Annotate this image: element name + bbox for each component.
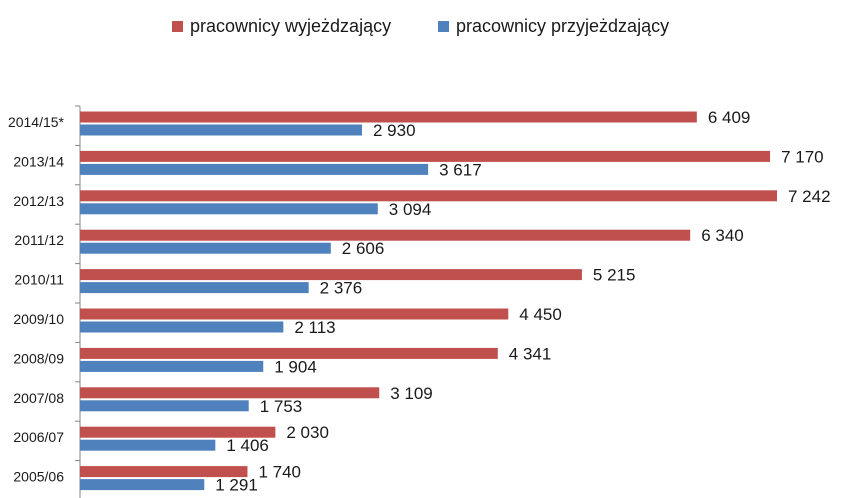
bar-outgoing	[80, 269, 582, 281]
data-label-outgoing: 6 409	[708, 108, 751, 127]
data-label-outgoing: 4 341	[509, 344, 552, 363]
y-tick-label: 2010/11	[14, 272, 64, 288]
data-label-outgoing: 7 242	[788, 187, 831, 206]
legend-swatch-outgoing	[172, 21, 183, 32]
legend-item-incoming: pracownicy przyjeżdzający	[438, 16, 669, 37]
bar-incoming	[80, 360, 264, 372]
bar-incoming	[80, 400, 249, 412]
data-label-incoming: 1 753	[260, 397, 303, 416]
y-tick-label: 2007/08	[13, 390, 64, 406]
y-tick-label: 2012/13	[13, 193, 64, 209]
legend-label-incoming: pracownicy przyjeżdzający	[456, 16, 670, 36]
bar-outgoing	[80, 426, 276, 438]
data-label-outgoing: 5 215	[593, 266, 636, 285]
data-label-incoming: 3 617	[439, 160, 482, 179]
y-tick-label: 2013/14	[13, 153, 64, 169]
data-label-incoming: 1 904	[274, 357, 317, 376]
y-tick-label: 2008/09	[13, 350, 64, 366]
data-label-incoming: 1 406	[226, 436, 269, 455]
bar-incoming	[80, 242, 331, 254]
data-label-incoming: 2 113	[294, 318, 335, 337]
bar-incoming	[80, 439, 216, 451]
data-label-outgoing: 7 170	[781, 147, 824, 166]
y-tick-label: 2009/10	[13, 311, 64, 327]
bar-incoming	[80, 282, 309, 294]
bar-incoming	[80, 124, 362, 136]
legend-label-outgoing: pracownicy wyjeżdzający	[190, 16, 392, 36]
y-tick-label: 2011/12	[14, 232, 64, 248]
data-label-outgoing: 6 340	[701, 226, 744, 245]
data-label-incoming: 1 291	[215, 476, 258, 495]
bar-outgoing	[80, 387, 380, 399]
data-label-outgoing: 2 030	[286, 423, 329, 442]
bar-incoming	[80, 163, 429, 175]
data-label-incoming: 2 376	[320, 279, 363, 298]
data-label-incoming: 2 606	[342, 239, 385, 258]
y-tick-label: 2006/07	[13, 429, 64, 445]
bar-outgoing	[80, 229, 691, 241]
data-label-outgoing: 1 740	[258, 463, 301, 482]
legend-swatch-incoming	[438, 21, 449, 32]
bar-incoming	[80, 321, 284, 333]
data-label-outgoing: 3 109	[390, 384, 433, 403]
data-label-outgoing: 4 450	[519, 305, 562, 324]
bar-outgoing	[80, 190, 777, 202]
bar-outgoing	[80, 466, 248, 478]
y-tick-label: 2005/06	[13, 469, 64, 485]
legend-item-outgoing: pracownicy wyjeżdzający	[172, 16, 391, 37]
bar-incoming	[80, 203, 378, 215]
bar-outgoing	[80, 347, 498, 359]
y-tick-label: 2014/15*	[8, 114, 65, 130]
bar-outgoing	[80, 111, 697, 123]
data-label-incoming: 2 930	[373, 121, 416, 140]
data-label-incoming: 3 094	[389, 200, 432, 219]
legend: pracownicy wyjeżdzający pracownicy przyj…	[0, 16, 842, 42]
bar-outgoing	[80, 308, 509, 320]
bar-incoming	[80, 479, 205, 491]
bar-outgoing	[80, 150, 771, 162]
